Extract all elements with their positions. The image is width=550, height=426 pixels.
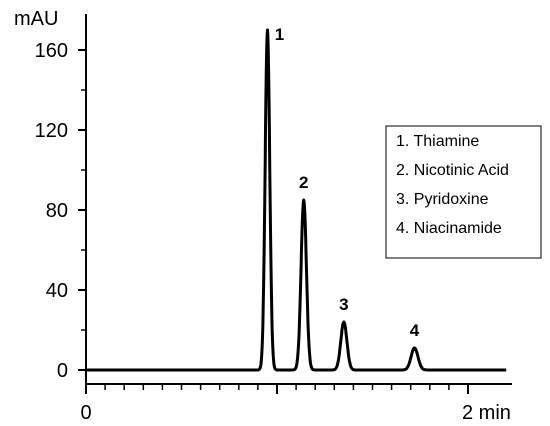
legend-entry: 4. Niacinamide — [396, 220, 502, 237]
legend-entry: 2. Nicotinic Acid — [396, 162, 509, 179]
y-tick-label: 0 — [57, 360, 68, 382]
peak-label: 1 — [275, 25, 284, 44]
y-tick-label: 160 — [35, 40, 68, 62]
chromatogram-trace — [84, 28, 508, 372]
y-tick-label: 40 — [46, 280, 68, 302]
peak-labels: 1 2 3 4 — [275, 25, 420, 340]
peak-label: 2 — [299, 173, 308, 192]
x-ticks: 0 2 min — [80, 384, 511, 424]
y-tick-label: 80 — [46, 200, 68, 222]
y-tick-label: 120 — [35, 120, 68, 142]
y-ticks: 0 40 80 120 160 — [35, 40, 86, 382]
y-axis-unit-label: mAU — [14, 8, 58, 30]
x-tick-label: 2 min — [462, 402, 511, 424]
x-tick-label: 0 — [80, 402, 91, 424]
legend: 1. Thiamine 2. Nicotinic Acid 3. Pyridox… — [385, 125, 542, 259]
peak-label: 4 — [410, 321, 420, 340]
legend-entry: 3. Pyridoxine — [396, 191, 489, 208]
legend-box — [385, 125, 542, 259]
peak-label: 3 — [339, 295, 348, 314]
legend-entry: 1. Thiamine — [396, 133, 479, 150]
